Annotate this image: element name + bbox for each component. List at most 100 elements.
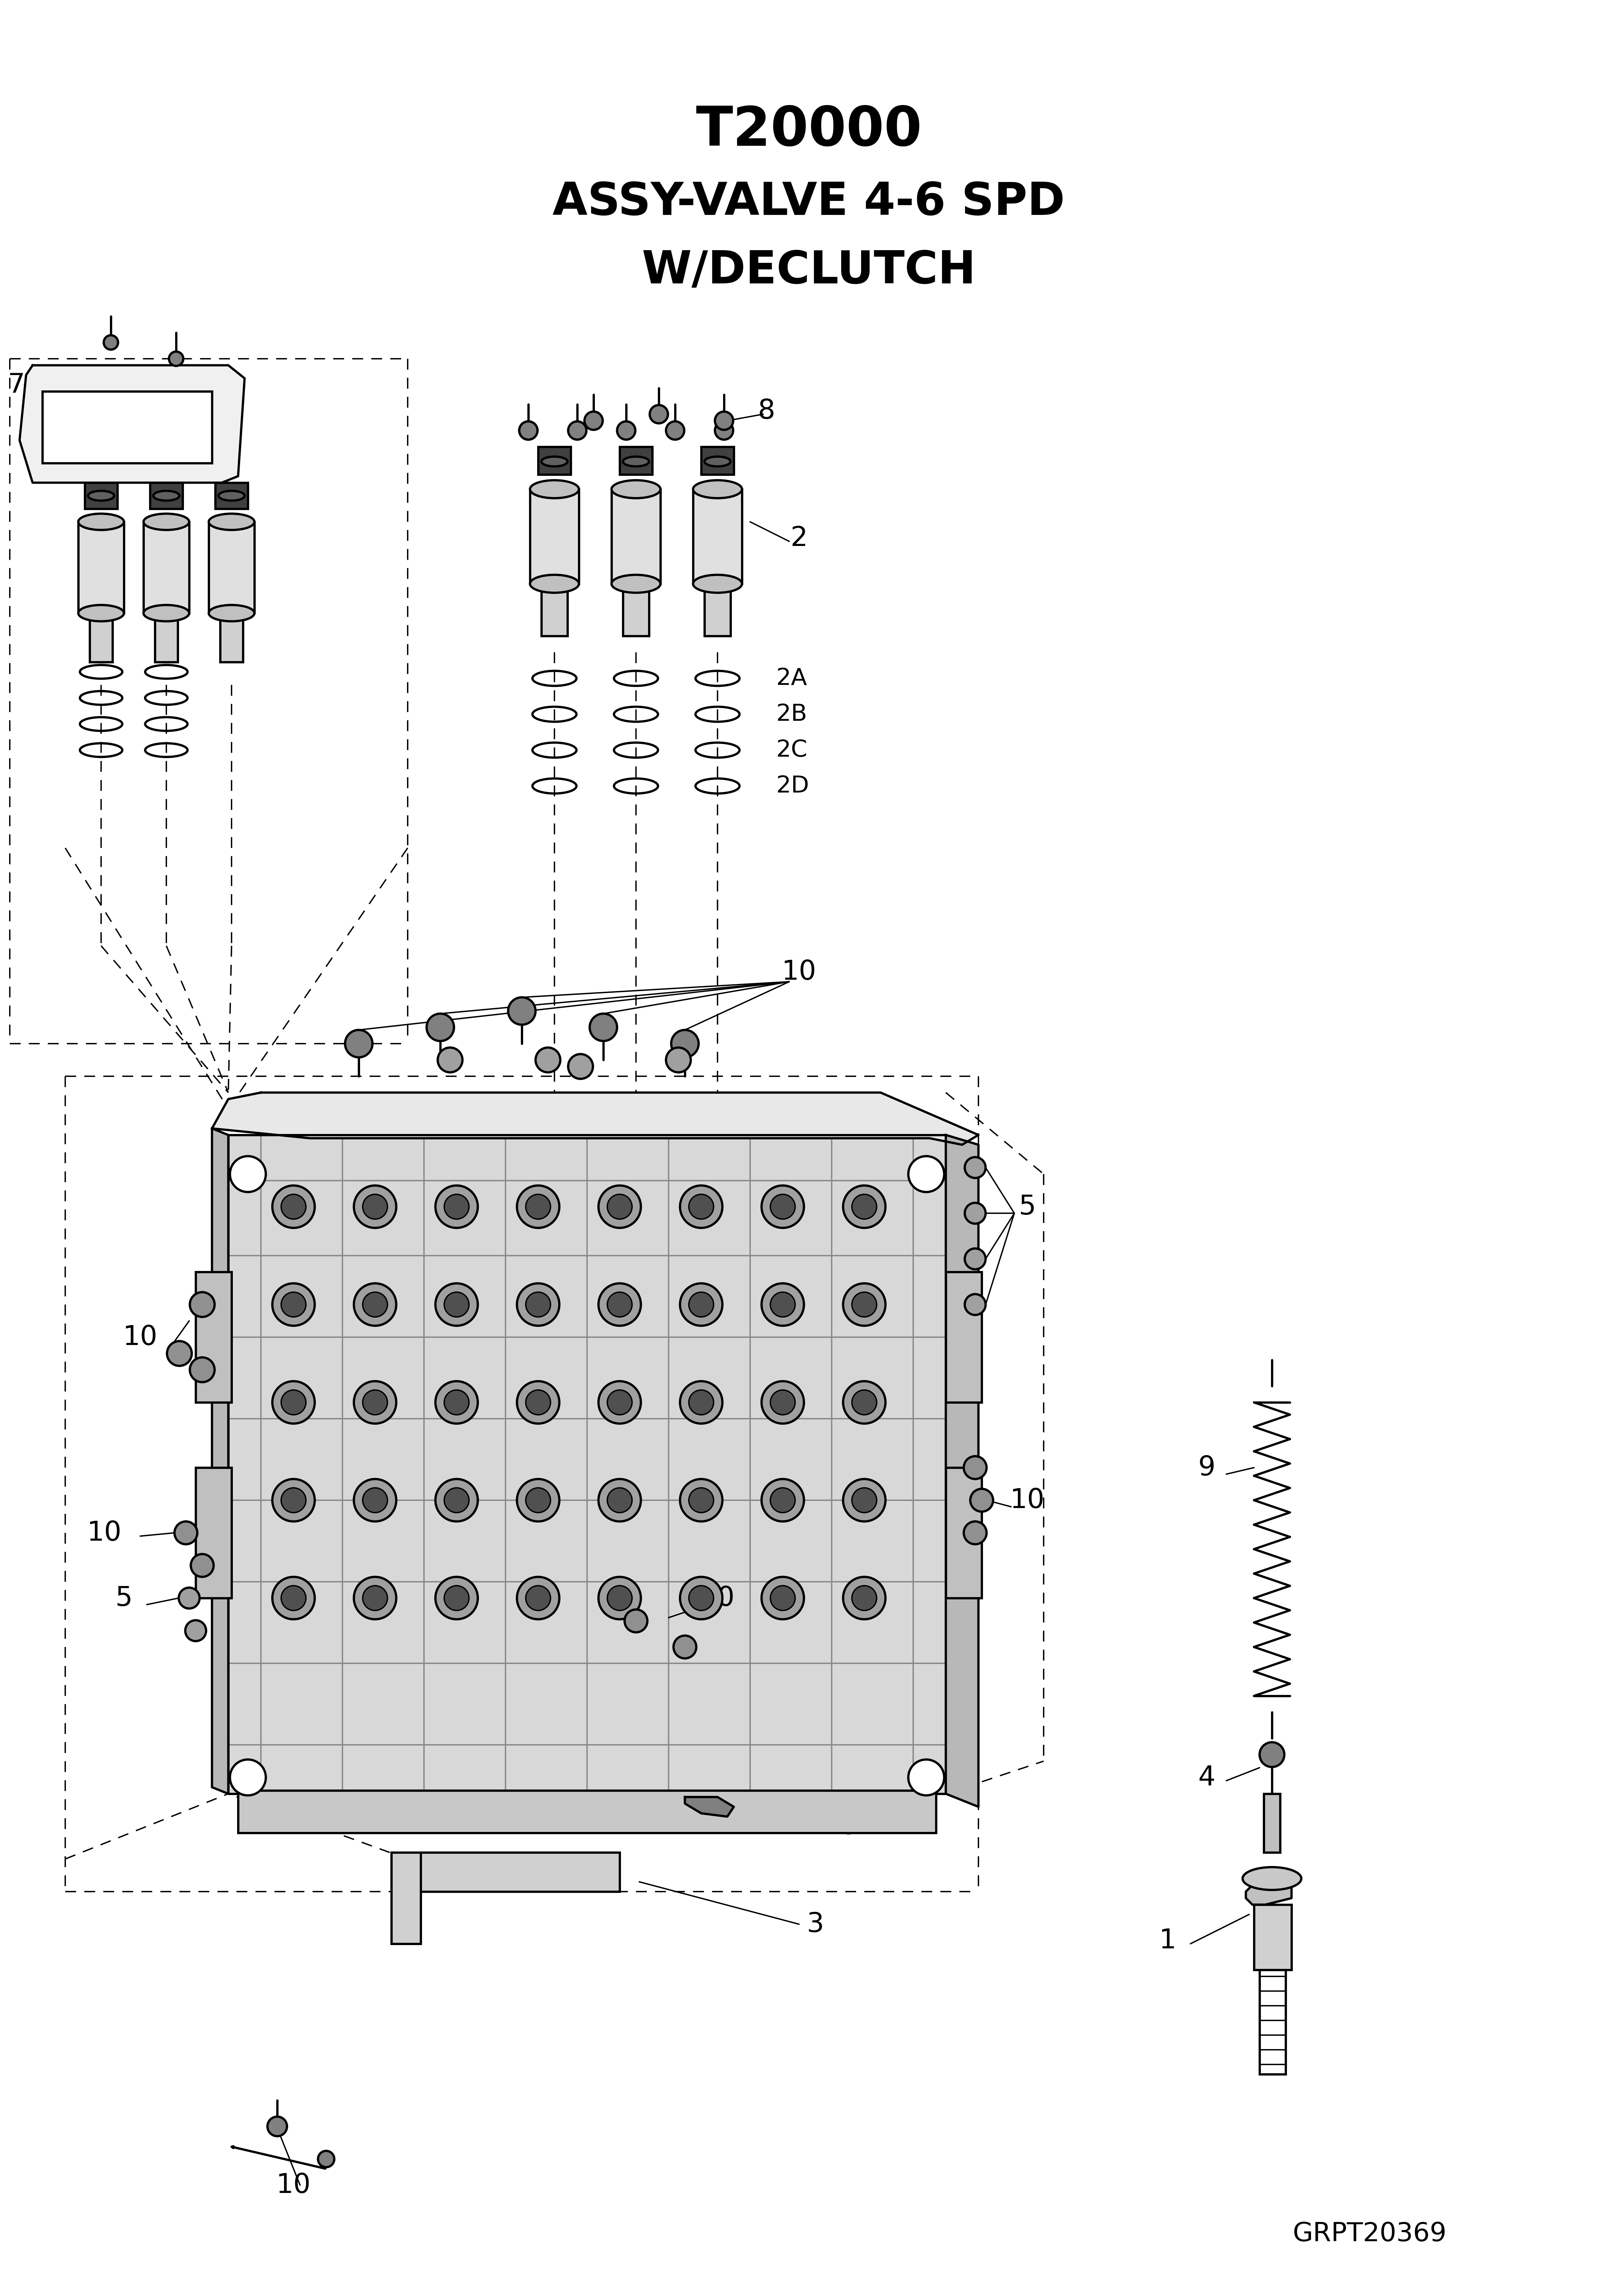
- Bar: [196, 1467, 231, 1598]
- Circle shape: [282, 1389, 306, 1414]
- Circle shape: [362, 1587, 387, 1609]
- Bar: [392, 1853, 421, 1945]
- Bar: [392, 1853, 620, 1892]
- Ellipse shape: [78, 514, 125, 530]
- Circle shape: [908, 1759, 945, 1795]
- Polygon shape: [1246, 1885, 1291, 1906]
- Circle shape: [519, 422, 537, 439]
- Circle shape: [526, 1587, 550, 1609]
- Circle shape: [272, 1185, 316, 1228]
- Circle shape: [964, 1456, 987, 1479]
- Circle shape: [853, 1389, 877, 1414]
- Ellipse shape: [693, 574, 743, 592]
- Bar: [1264, 1793, 1280, 1853]
- Circle shape: [770, 1389, 794, 1414]
- Ellipse shape: [209, 514, 254, 530]
- Polygon shape: [947, 1134, 979, 1807]
- Circle shape: [230, 1759, 265, 1795]
- Circle shape: [599, 1283, 641, 1325]
- Circle shape: [770, 1293, 794, 1318]
- Circle shape: [354, 1577, 396, 1619]
- Bar: [947, 1272, 982, 1403]
- Circle shape: [445, 1293, 469, 1318]
- Text: 2B: 2B: [777, 703, 807, 726]
- Circle shape: [526, 1293, 550, 1318]
- Bar: [155, 620, 178, 661]
- Bar: [89, 620, 113, 661]
- Ellipse shape: [78, 604, 125, 622]
- Circle shape: [680, 1382, 722, 1424]
- Ellipse shape: [704, 457, 731, 466]
- Circle shape: [853, 1488, 877, 1513]
- Circle shape: [445, 1194, 469, 1219]
- Text: 5: 5: [115, 1584, 133, 1612]
- Ellipse shape: [154, 491, 180, 501]
- Bar: [209, 521, 254, 613]
- Text: 2D: 2D: [777, 774, 809, 797]
- Circle shape: [689, 1587, 714, 1609]
- Circle shape: [445, 1488, 469, 1513]
- Circle shape: [770, 1587, 794, 1609]
- Bar: [542, 590, 568, 636]
- Circle shape: [971, 1488, 993, 1511]
- Circle shape: [607, 1293, 633, 1318]
- Ellipse shape: [542, 457, 568, 466]
- Circle shape: [715, 422, 733, 439]
- Ellipse shape: [218, 491, 244, 501]
- Circle shape: [616, 422, 636, 439]
- Circle shape: [435, 1185, 477, 1228]
- Text: 2A: 2A: [777, 668, 807, 689]
- Circle shape: [715, 411, 733, 429]
- Circle shape: [167, 1341, 193, 1366]
- Text: 10: 10: [277, 2172, 311, 2197]
- Circle shape: [607, 1389, 633, 1414]
- Circle shape: [526, 1389, 550, 1414]
- Ellipse shape: [209, 604, 254, 622]
- Circle shape: [445, 1587, 469, 1609]
- Circle shape: [435, 1283, 477, 1325]
- Text: 6: 6: [840, 1814, 856, 1839]
- Ellipse shape: [1243, 1867, 1301, 1890]
- Circle shape: [843, 1577, 885, 1619]
- Ellipse shape: [612, 480, 660, 498]
- Ellipse shape: [144, 514, 189, 530]
- Bar: [539, 448, 571, 475]
- Bar: [42, 390, 212, 464]
- Text: ASSY-VALVE 4-6 SPD: ASSY-VALVE 4-6 SPD: [553, 179, 1065, 225]
- Bar: [220, 620, 243, 661]
- Text: 2C: 2C: [777, 739, 807, 762]
- Circle shape: [599, 1479, 641, 1522]
- Circle shape: [282, 1587, 306, 1609]
- Circle shape: [843, 1185, 885, 1228]
- Circle shape: [762, 1283, 804, 1325]
- Circle shape: [689, 1389, 714, 1414]
- Circle shape: [667, 1047, 691, 1072]
- Bar: [693, 489, 743, 583]
- Circle shape: [189, 1293, 215, 1318]
- Circle shape: [189, 1357, 215, 1382]
- Text: 4: 4: [1197, 1763, 1215, 1791]
- Circle shape: [178, 1587, 199, 1609]
- Text: 3: 3: [807, 1910, 824, 1938]
- Circle shape: [1259, 1743, 1285, 1768]
- Circle shape: [354, 1283, 396, 1325]
- Circle shape: [516, 1283, 560, 1325]
- Circle shape: [104, 335, 118, 349]
- Circle shape: [230, 1157, 265, 1192]
- Circle shape: [516, 1577, 560, 1619]
- Ellipse shape: [531, 480, 579, 498]
- Circle shape: [853, 1293, 877, 1318]
- Text: GRPT20369: GRPT20369: [1293, 2220, 1446, 2248]
- Bar: [238, 1791, 937, 1832]
- Circle shape: [362, 1488, 387, 1513]
- Circle shape: [671, 1031, 699, 1058]
- Circle shape: [964, 1522, 987, 1545]
- Text: T20000: T20000: [696, 103, 922, 156]
- Circle shape: [589, 1013, 616, 1040]
- Text: 7: 7: [8, 372, 24, 397]
- Circle shape: [762, 1577, 804, 1619]
- Circle shape: [272, 1577, 316, 1619]
- Circle shape: [362, 1389, 387, 1414]
- Circle shape: [267, 2117, 286, 2135]
- Circle shape: [762, 1479, 804, 1522]
